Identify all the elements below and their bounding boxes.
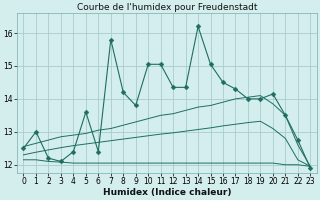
Title: Courbe de l'humidex pour Freudenstadt: Courbe de l'humidex pour Freudenstadt — [77, 3, 257, 12]
X-axis label: Humidex (Indice chaleur): Humidex (Indice chaleur) — [103, 188, 231, 197]
